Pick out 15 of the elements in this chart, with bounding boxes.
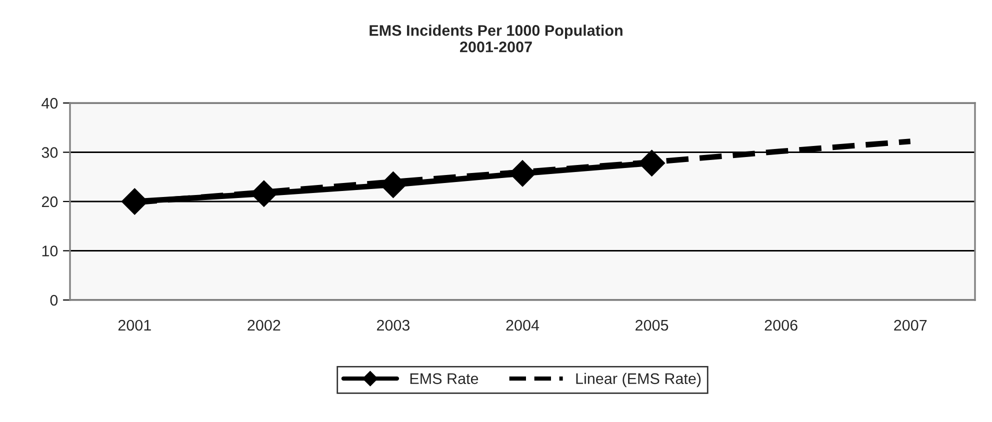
x-tick-label: 2006 — [764, 320, 798, 331]
legend-label: EMS Rate — [410, 373, 478, 384]
x-tick-label: 2004 — [506, 320, 540, 331]
x-tick-label: 2002 — [248, 320, 280, 331]
y-tick-label: 0 — [50, 294, 58, 306]
y-tick-label: 10 — [42, 246, 58, 256]
x-tick-label: 2005 — [636, 320, 668, 331]
y-tick-label: 20 — [42, 196, 58, 208]
y-tick-label: 40 — [42, 98, 58, 109]
legend-label: Linear (EMS Rate) — [576, 372, 701, 388]
x-tick-label: 2003 — [376, 320, 410, 331]
x-tick-label: 2001 — [118, 320, 151, 331]
chart-title: EMS Incidents Per 1000 Population 2001-2007 — [370, 24, 622, 52]
x-tick-label: 2007 — [894, 320, 927, 331]
y-tick-label: 30 — [42, 147, 58, 158]
